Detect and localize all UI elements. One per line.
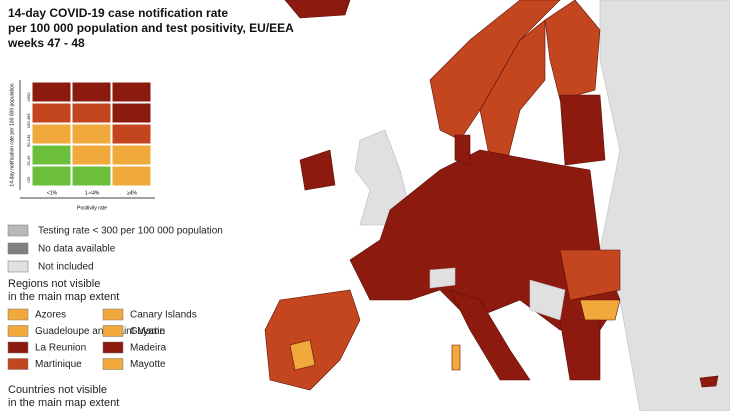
region-swatch	[102, 358, 124, 370]
region-label: Canary Islands	[130, 310, 197, 321]
iberia	[264, 289, 361, 391]
countries-heading: Countries not visible	[8, 384, 107, 396]
matrix-cell	[71, 123, 112, 145]
legend-label: Testing rate < 300 per 100 000 populatio…	[38, 226, 223, 237]
iceland	[284, 0, 351, 19]
region-swatch	[102, 308, 124, 321]
region-label: Martinique	[35, 359, 82, 370]
romania	[559, 249, 621, 301]
column-label: <1%	[47, 190, 58, 196]
row-label: 150-499	[26, 113, 31, 128]
matrix-cell	[111, 165, 152, 187]
row-label: 25-49	[26, 155, 31, 166]
not-included-east	[599, 0, 730, 411]
row-label: 50-149	[26, 134, 31, 147]
regions-heading: in the main map extent	[8, 291, 119, 303]
region-label: La Reunion	[35, 343, 86, 354]
regions-heading: Regions not visible	[8, 278, 100, 290]
map	[264, 0, 730, 411]
matrix-cell	[31, 165, 72, 187]
title: per 100 000 population and test positivi…	[8, 21, 294, 35]
matrix-cell	[71, 81, 112, 103]
sardinia	[451, 344, 461, 371]
matrix-cell	[111, 123, 152, 145]
region-swatch	[7, 308, 29, 321]
denmark	[454, 134, 471, 166]
greece	[559, 319, 601, 381]
matrix-cell	[71, 144, 112, 166]
ireland	[299, 149, 336, 191]
region-swatch	[102, 325, 124, 337]
matrix-cell	[71, 102, 112, 124]
switzerland	[429, 267, 456, 289]
region-label: Guyane	[130, 326, 165, 337]
bulgaria	[579, 299, 621, 321]
region-swatch	[7, 358, 29, 370]
row-label: ≥500	[26, 92, 31, 102]
column-label: ≥4%	[127, 190, 138, 196]
legend-swatch	[7, 242, 29, 255]
title: weeks 47 - 48	[7, 36, 85, 50]
region-swatch	[7, 325, 29, 337]
countries-heading: in the main map extent	[8, 397, 119, 409]
matrix-cell	[111, 81, 152, 103]
legend: 14-day COVID-19 case notification ratepe…	[7, 6, 294, 409]
matrix-cell	[31, 123, 72, 145]
legend-label: No data available	[38, 244, 116, 255]
x-axis-title: Positivity rate	[77, 205, 107, 211]
matrix-cell	[111, 144, 152, 166]
finland	[544, 0, 601, 101]
region-label: Guadeloupe and Saint Martin	[35, 326, 165, 337]
region-swatch	[102, 341, 124, 354]
region-label: Madeira	[130, 343, 167, 354]
legend-swatch	[7, 224, 29, 237]
region-swatch	[7, 341, 29, 354]
matrix-cell	[31, 102, 72, 124]
legend-label: Not included	[38, 262, 94, 273]
y-axis-title: 14-day notification rate per 100 000 pop…	[9, 83, 15, 186]
title: 14-day COVID-19 case notification rate	[8, 6, 228, 20]
region-label: Azores	[35, 310, 66, 321]
baltics	[559, 94, 606, 166]
matrix-cell	[31, 144, 72, 166]
matrix-cell	[31, 81, 72, 103]
legend-swatch	[7, 260, 29, 273]
row-label: <25	[26, 176, 31, 184]
region-label: Mayotte	[130, 359, 166, 370]
italy	[449, 289, 531, 381]
matrix-cell	[71, 165, 112, 187]
continent	[349, 149, 621, 331]
cyprus	[699, 375, 719, 388]
matrix-cell	[111, 102, 152, 124]
column-label: 1-<4%	[85, 190, 100, 196]
central-spain	[289, 339, 316, 371]
